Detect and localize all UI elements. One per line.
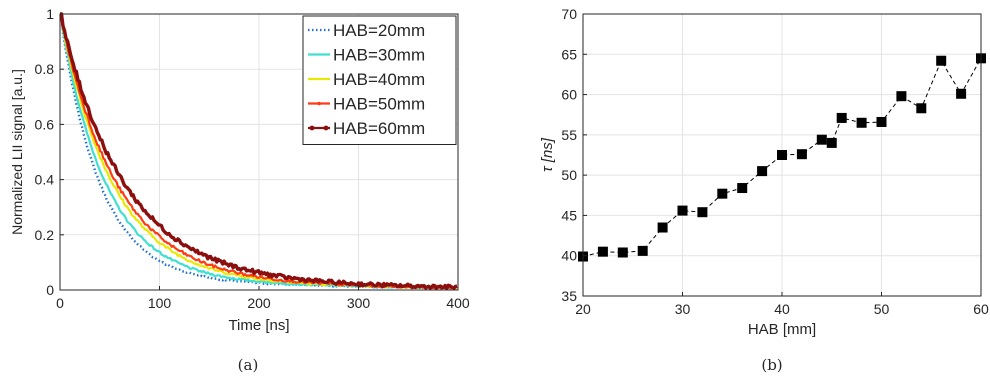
chart-b-x-tick-label: 30	[675, 301, 691, 317]
chart-b-y-tick-label: 60	[561, 87, 577, 103]
chart-b-point	[896, 91, 907, 102]
chart-b-x-tick-label: 50	[874, 301, 890, 317]
chart-a-legend-label: HAB=20mm	[333, 21, 425, 40]
chart-b-point	[796, 149, 807, 160]
chart-a: 0 100 200 300 400 0 0.2 0.4 0.6 0.8 1 Time [ns] N…	[9, 6, 470, 374]
chart-a-legend: HAB=20mm HAB=30mm HAB=40mm HAB=50mm HAB=60mm	[302, 15, 457, 145]
chart-b-x-ticks: 20 30 40 50 60	[575, 292, 989, 317]
chart-a-y-tick-label: 0.4	[35, 172, 55, 188]
chart-a-x-ticks: 0 100 200 300 400	[56, 286, 470, 311]
chart-b-point	[777, 150, 787, 160]
chart-a-xlabel: Time [ns]	[228, 317, 289, 334]
chart-b-x-tick-label: 40	[774, 301, 790, 317]
chart-a-x-tick-label: 0	[56, 295, 64, 311]
chart-a-x-tick-label: 200	[247, 295, 271, 311]
chart-a-series	[59, 12, 458, 291]
chart-a-x-tick-label: 300	[347, 295, 371, 311]
chart-a-y-tick-label: 0.8	[35, 61, 55, 77]
chart-a-ylabel: Normalized LII signal [a.u.]	[9, 69, 25, 235]
chart-b-xlabel: HAB [mm]	[748, 321, 816, 338]
chart-b-x-tick-label: 20	[575, 301, 591, 317]
chart-a-legend-marker	[323, 125, 329, 131]
chart-a-x-tick-label: 400	[446, 295, 470, 311]
chart-b-point	[717, 188, 728, 199]
chart-b-series-line	[582, 58, 982, 257]
chart-a-y-tick-label: 0	[46, 282, 54, 298]
chart-b-point	[956, 88, 967, 99]
chart-a-legend-label: HAB=50mm	[333, 95, 425, 114]
chart-b-point	[697, 207, 708, 218]
chart-b-point	[916, 103, 927, 114]
chart-b-point	[836, 112, 847, 123]
chart-b-ylabel: τ [ns]	[539, 137, 556, 172]
chart-b-point	[816, 134, 827, 145]
chart-a-series-line	[59, 12, 458, 291]
chart-b-point	[617, 247, 628, 258]
chart-a-x-tick-label: 100	[148, 295, 172, 311]
chart-b-point	[637, 245, 648, 256]
chart-b-point	[826, 137, 837, 148]
chart-b-point	[876, 116, 887, 127]
chart-b-point	[657, 222, 668, 233]
chart-b-point	[757, 166, 768, 177]
chart-a-y-ticks: 0 0.2 0.4 0.6 0.8 1	[35, 6, 64, 298]
chart-a-legend-label: HAB=60mm	[333, 119, 425, 138]
chart-a-legend-marker	[317, 101, 321, 106]
chart-b-point	[936, 55, 947, 66]
chart-a-legend-label: HAB=40mm	[333, 70, 425, 89]
chart-b-y-tick-label: 55	[561, 127, 577, 143]
chart-b-y-tick-label: 65	[561, 46, 577, 62]
chart-b: 20 30 40 50 60 35 40 45 50 55 60 65 70 HAB [mm] τ […	[539, 6, 989, 374]
chart-b-point	[677, 205, 688, 216]
chart-b-y-ticks: 35 40 45 50 55 60 65 70	[561, 6, 587, 304]
chart-a-caption: (a)	[238, 356, 259, 374]
chart-b-point	[856, 117, 867, 128]
chart-b-point	[737, 183, 748, 194]
chart-a-legend-marker	[309, 125, 315, 131]
chart-b-y-tick-label: 70	[561, 6, 577, 22]
chart-b-y-tick-label: 35	[561, 288, 577, 304]
chart-b-point	[597, 246, 608, 257]
chart-a-legend-box	[302, 15, 457, 145]
chart-a-y-tick-label: 0.2	[35, 227, 55, 243]
chart-b-x-tick-label: 60	[973, 301, 989, 317]
chart-b-caption: (b)	[761, 356, 782, 374]
chart-b-series	[578, 53, 986, 262]
chart-b-y-tick-label: 50	[561, 167, 577, 183]
chart-a-legend-label: HAB=30mm	[333, 46, 425, 65]
chart-b-y-tick-label: 45	[561, 207, 577, 223]
chart-b-y-tick-label: 40	[561, 248, 577, 264]
chart-a-y-tick-label: 1	[46, 6, 54, 22]
chart-a-y-tick-label: 0.6	[35, 116, 55, 132]
